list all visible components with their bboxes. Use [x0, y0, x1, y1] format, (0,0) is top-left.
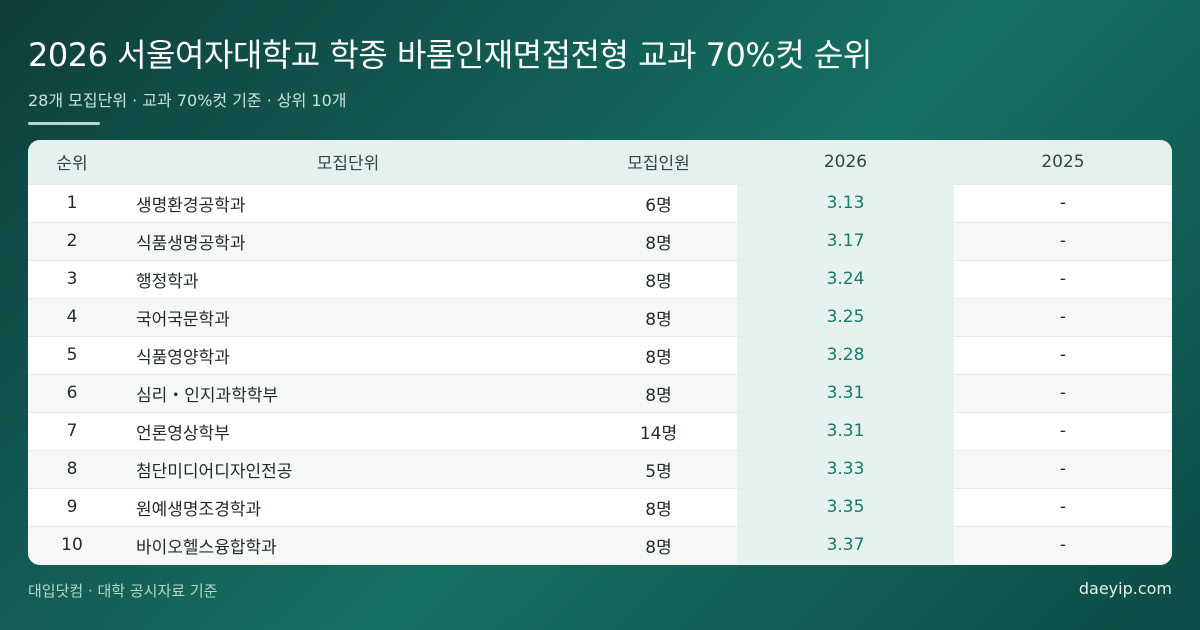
cell-2025: -: [1059, 193, 1067, 213]
cell-quota: 8명: [645, 347, 672, 368]
cell-2026: 3.37: [737, 526, 954, 564]
cell-name: 원예생명조경학과: [136, 499, 262, 520]
header-2025: 2025: [1041, 151, 1085, 172]
header-name: 모집단위: [316, 154, 380, 175]
header-2026: 2026: [823, 151, 868, 172]
cell-2025: -: [1059, 497, 1067, 517]
table-row: 2 식품생명공학과 8명 3.17 -: [28, 222, 1172, 260]
table-row: 8 첨단미디어디자인전공 5명 3.33 -: [28, 450, 1172, 488]
cell-2025: -: [1059, 231, 1067, 251]
cell-rank: 8: [66, 459, 78, 479]
cell-name: 언론영상학부: [136, 423, 230, 444]
cell-2026: 3.35: [737, 488, 954, 526]
header-rank: 순위: [56, 154, 88, 175]
cell-quota: 8명: [645, 309, 672, 330]
page-title: 2026 서울여자대학교 학종 바롬인재면접전형 교과 70%컷 순위: [28, 36, 872, 74]
cell-quota: 8명: [645, 271, 672, 292]
cell-quota: 8명: [645, 385, 672, 406]
table-header-row: 순위 모집단위 모집인원 2026 2025: [28, 140, 1172, 184]
cell-name: 바이오헬스융합학과: [136, 537, 277, 558]
cell-rank: 1: [66, 193, 78, 213]
cell-rank: 2: [66, 231, 78, 251]
cell-name: 국어국문학과: [136, 309, 230, 330]
table-row: 5 식품영양학과 8명 3.28 -: [28, 336, 1172, 374]
table-row: 7 언론영상학부 14명 3.31 -: [28, 412, 1172, 450]
header-quota: 모집인원: [627, 154, 690, 175]
cell-2026: 3.13: [737, 184, 954, 222]
cell-name: 식품생명공학과: [136, 233, 246, 254]
cell-name: 첨단미디어디자인전공: [136, 461, 293, 482]
cell-rank: 9: [66, 497, 78, 517]
site-link[interactable]: daeyip.com: [1078, 579, 1172, 598]
cell-2025: -: [1059, 421, 1067, 441]
cell-2026: 3.33: [737, 450, 954, 488]
cell-name: 행정학과: [136, 271, 199, 292]
cell-quota: 8명: [645, 537, 672, 558]
cell-2025: -: [1059, 383, 1067, 403]
cell-quota: 14명: [639, 423, 678, 444]
cell-name: 심리・인지과학학부: [136, 385, 279, 406]
cell-quota: 8명: [645, 233, 672, 254]
cell-quota: 5명: [645, 461, 672, 482]
cell-2026: 3.25: [737, 298, 954, 336]
table-row: 4 국어국문학과 8명 3.25 -: [28, 298, 1172, 336]
page-subtitle: 28개 모집단위 · 교과 70%컷 기준 · 상위 10개: [28, 91, 347, 110]
table-row: 3 행정학과 8명 3.24 -: [28, 260, 1172, 298]
cell-2025: -: [1059, 307, 1067, 327]
table-row: 10 바이오헬스융합학과 8명 3.37 -: [28, 526, 1172, 564]
cell-quota: 8명: [645, 499, 672, 520]
source-note: 대입닷컴 · 대학 공시자료 기준: [28, 582, 218, 600]
cell-rank: 5: [66, 345, 78, 365]
cell-rank: 4: [66, 307, 78, 327]
ranking-table-card: 순위 모집단위 모집인원 2026 2025 1 생명환경공학과 6명 3.13…: [28, 140, 1172, 565]
cell-2026: 3.28: [737, 336, 954, 374]
table-row: 9 원예생명조경학과 8명 3.35 -: [28, 488, 1172, 526]
cell-2025: -: [1059, 269, 1067, 289]
cell-name: 생명환경공학과: [136, 195, 246, 216]
cell-2025: -: [1059, 345, 1067, 365]
cell-rank: 3: [66, 269, 78, 289]
cell-2026: 3.31: [737, 374, 954, 412]
cell-2026: 3.31: [737, 412, 954, 450]
cell-name: 식품영양학과: [136, 347, 230, 368]
table-row: 6 심리・인지과학학부 8명 3.31 -: [28, 374, 1172, 412]
cell-rank: 6: [66, 383, 78, 403]
cell-2025: -: [1059, 535, 1067, 556]
cell-rank: 10: [61, 535, 83, 556]
cell-rank: 7: [66, 421, 78, 441]
cell-2026: 3.17: [737, 222, 954, 260]
cell-quota: 6명: [645, 195, 672, 216]
table-row: 1 생명환경공학과 6명 3.13 -: [28, 184, 1172, 222]
cell-2025: -: [1059, 459, 1067, 479]
cell-2026: 3.24: [737, 260, 954, 298]
ranking-table: 순위 모집단위 모집인원 2026 2025 1 생명환경공학과 6명 3.13…: [28, 140, 1172, 564]
title-underline: [28, 122, 100, 125]
